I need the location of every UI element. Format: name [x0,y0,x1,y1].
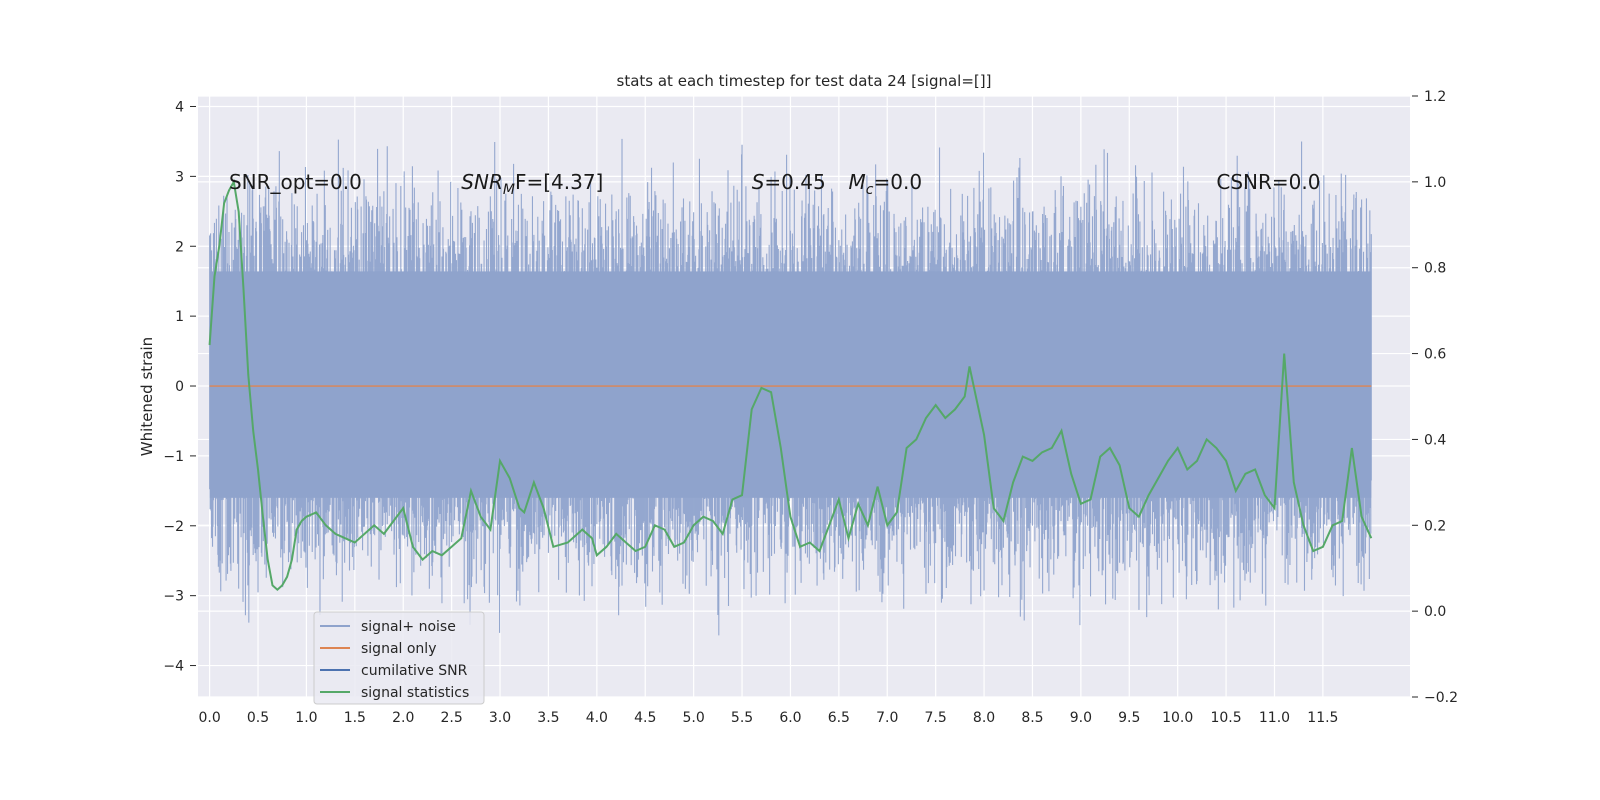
legend-label: signal+ noise [361,619,456,635]
y-tick-label: −1 [163,449,184,465]
x-tick-label: 1.0 [295,710,317,726]
annotation-mc: Mc=0.0 [849,170,923,198]
legend: signal+ noise signal only cumilative SNR si… [313,611,485,705]
x-tick-label: 4.5 [634,710,656,726]
x-tick-label: 3.0 [489,710,511,726]
x-tick-label: 10.5 [1210,710,1241,726]
x-tick-label: 0.5 [247,710,269,726]
x-tick-label: 2.0 [392,710,414,726]
x-tick-label: 9.5 [1118,710,1140,726]
x-tick-label: 11.5 [1307,710,1338,726]
legend-label: signal statistics [361,685,469,701]
x-tick-label: 9.0 [1070,710,1092,726]
y2-tick-label: 0.4 [1424,432,1446,448]
x-tick-label: 2.5 [440,710,462,726]
y2-tick-label: 0.2 [1424,518,1446,534]
annotation-snr-mf: SNRMF=[4.37] [461,170,603,198]
annotation-s: S=0.45 [752,170,826,194]
x-tick-label: 3.5 [537,710,559,726]
signal-noise-band [209,138,1372,636]
x-tick-label: 4.0 [586,710,608,726]
y-tick-label: −2 [163,519,184,535]
x-tick-label: 0.0 [198,710,220,726]
signal-noise-core [209,271,1372,498]
y2-tick-label: 0.6 [1424,347,1446,363]
y2-tick-label: 1.2 [1424,89,1446,105]
y2-tick-label: 0.0 [1424,604,1446,620]
x-tick-label: 6.0 [779,710,801,726]
legend-label: signal only [361,641,436,657]
signal-statistics-line [208,178,1373,592]
x-tick-label: 8.5 [1021,710,1043,726]
axis-ticks: 0.0 0.5 1.0 1.5 2.0 2.5 3.0 3.5 4.0 4.5 5.0 5.5 6.0 6… [163,89,1458,726]
x-tick-label: 10.0 [1162,710,1193,726]
x-tick-label: 8.0 [973,710,995,726]
x-tick-label: 5.0 [683,710,705,726]
y-tick-label: 2 [175,239,184,255]
y-axis-label: Whitened strain [138,337,156,456]
y-tick-label: −4 [163,659,184,675]
x-tick-label: 6.5 [828,710,850,726]
chart-title: stats at each timestep for test data 24 … [617,72,992,90]
y-tick-label: 3 [175,169,184,185]
y-tick-label: −3 [163,589,184,605]
legend-label: cumilative SNR [361,663,468,679]
y-tick-label: 4 [175,99,184,115]
y-tick-label: 0 [175,379,184,395]
y2-tick-label: 1.0 [1424,175,1446,191]
y2-tick-label: 0.8 [1424,261,1446,277]
x-tick-label: 1.5 [344,710,366,726]
annotation-csnr: CSNR=0.0 [1216,170,1320,194]
x-tick-label: 5.5 [731,710,753,726]
annotation-snr-opt: SNR_opt=0.0 [229,170,362,194]
legend-box [313,611,485,705]
y2-tick-label: −0.2 [1424,690,1458,706]
x-tick-label: 11.0 [1259,710,1290,726]
x-tick-label: 7.0 [876,710,898,726]
x-tick-label: 7.5 [925,710,947,726]
y-tick-label: 1 [175,309,184,325]
